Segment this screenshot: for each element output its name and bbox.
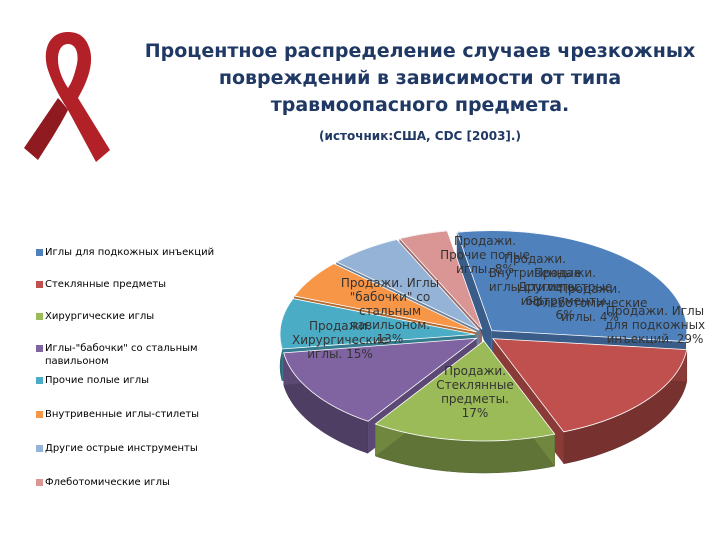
legend-swatch bbox=[36, 411, 43, 418]
legend-label: Стеклянные предметы bbox=[45, 279, 167, 290]
legend-item: Иглы-"бабочки" со стальным павильоном bbox=[36, 342, 226, 368]
data-label: Продажи. Иглы для подкожных инъекций. 29% bbox=[605, 304, 705, 346]
legend-swatch bbox=[36, 281, 43, 288]
legend-label: Другие острые инструменты bbox=[45, 443, 198, 454]
data-label: Продажи. Прочие полые иглы. 8% bbox=[440, 234, 530, 276]
source-note: (источник:США, CDC [2003].) bbox=[319, 129, 521, 143]
legend-label: Прочие полые иглы bbox=[45, 375, 150, 386]
legend-item: Хирургические иглы bbox=[36, 310, 226, 323]
pie-slice-face bbox=[457, 232, 492, 363]
legend-item: Внутривенные иглы-стилеты bbox=[36, 408, 226, 421]
data-label: Продажи. Другие острые инструменты. 6% bbox=[518, 266, 613, 322]
legend-swatch bbox=[36, 249, 43, 256]
data-label: Продажи. Внутривенные иглы-стилеты. 6% bbox=[489, 252, 582, 308]
legend-label: Иглы-"бабочки" со стальным павильоном bbox=[45, 343, 198, 367]
data-label: Продажи. Иглы "бабочки" со стальным павильо… bbox=[341, 276, 439, 346]
data-label: Продажи. Флеботомические иглы. 4% bbox=[533, 282, 648, 324]
pie-chart-svg: Продажи. Иглы для подкожных инъекций. 29%П… bbox=[279, 230, 705, 474]
pie-slice bbox=[335, 239, 480, 331]
legend-item: Другие острые инструменты bbox=[36, 442, 226, 455]
legend-item: Прочие полые иглы bbox=[36, 374, 226, 387]
legend-label: Внутривенные иглы-стилеты bbox=[45, 409, 200, 420]
pie-slice bbox=[456, 230, 688, 342]
legend-swatch bbox=[36, 479, 43, 486]
legend-item: Флеботомические иглы bbox=[36, 476, 226, 489]
legend-swatch bbox=[36, 313, 43, 320]
pie-slice bbox=[293, 263, 477, 333]
pie-chart: Продажи. Иглы для подкожных инъекций. 29% П… bbox=[270, 215, 710, 515]
pie-slice bbox=[374, 340, 556, 442]
data-label: Продажи. Хирургические иглы. 15% bbox=[292, 319, 388, 361]
legend-label: Иглы для подкожных инъекций bbox=[45, 247, 215, 258]
legend-swatch bbox=[36, 377, 43, 384]
legend-item: Стеклянные предметы bbox=[36, 278, 226, 291]
legend-swatch bbox=[36, 445, 43, 452]
legend-item: Иглы для подкожных инъекций bbox=[36, 246, 226, 259]
legend-label: Флеботомические иглы bbox=[45, 477, 170, 488]
legend-swatch bbox=[36, 345, 43, 352]
chart-title: Процентное распределение случаев чрезкож… bbox=[144, 40, 696, 116]
aids-ribbon-logo bbox=[24, 32, 110, 162]
legend-label: Хирургические иглы bbox=[45, 311, 155, 322]
data-label: Продажи. Стеклянные предметы. 17% bbox=[436, 364, 513, 420]
pie-slice bbox=[492, 338, 688, 433]
title-block: Процентное распределение случаев чрезкож… bbox=[130, 38, 710, 143]
pie-slice bbox=[283, 337, 478, 422]
pie-slice bbox=[279, 298, 476, 350]
pie-slice bbox=[398, 230, 483, 330]
